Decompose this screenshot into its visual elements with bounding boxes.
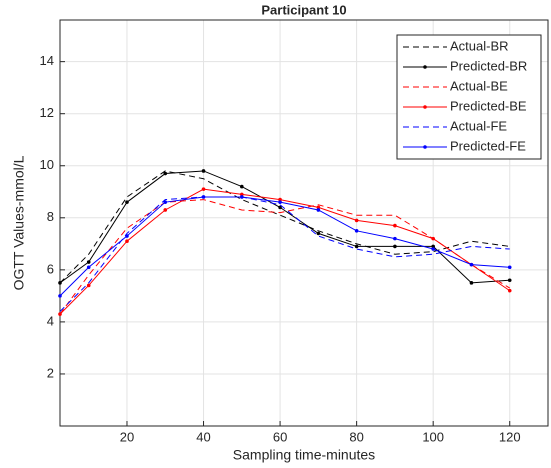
point (240, 195, 244, 199)
point (201, 169, 206, 173)
x-axis-label: Sampling time-minutes (233, 447, 375, 463)
point (58, 281, 62, 285)
plot-frame (59, 19, 549, 427)
point (163, 208, 168, 212)
y-tick-label: 6 (47, 261, 54, 276)
y-tick-label: 8 (47, 209, 54, 224)
point (507, 288, 512, 293)
legend-marker (423, 145, 427, 149)
legend-label: Actual-BR (450, 38, 509, 53)
legend-marker (423, 105, 427, 109)
x-tick-label: 80 (349, 429, 363, 444)
point (86, 265, 91, 270)
point (163, 200, 168, 204)
point (278, 197, 282, 202)
point (201, 187, 206, 191)
legend-label: Predicted-BR (450, 58, 527, 73)
point (431, 247, 435, 251)
y-tick-label: 14 (40, 53, 54, 68)
point (469, 262, 474, 267)
point (58, 312, 62, 316)
point (125, 200, 129, 204)
legend-label: Actual-BE (450, 78, 508, 93)
y-tick-label: 4 (47, 313, 54, 328)
legend-box (396, 34, 542, 160)
point (240, 184, 244, 189)
point (240, 192, 244, 197)
x-tick-label: 20 (120, 429, 134, 444)
point (507, 265, 512, 270)
x-tick-label: 100 (422, 429, 444, 444)
point (316, 205, 321, 210)
point (507, 278, 512, 283)
x-tick-label: 120 (499, 429, 521, 444)
x-tick-label: 60 (273, 429, 287, 444)
legend-label: Predicted-BE (450, 98, 527, 113)
legend-label: Actual-FE (450, 118, 507, 133)
point (316, 208, 321, 212)
y-tick-label: 2 (47, 365, 54, 380)
point (58, 294, 62, 298)
point (163, 171, 168, 176)
point (431, 236, 435, 241)
series-line (59, 196, 510, 312)
x-tick-label: 40 (196, 429, 210, 444)
legend-marker (423, 65, 427, 69)
point (393, 236, 397, 241)
y-tick-label: 12 (40, 105, 54, 120)
point (354, 229, 359, 233)
point (278, 205, 282, 210)
point (431, 244, 435, 249)
point (125, 239, 129, 244)
y-tick-label: 10 (40, 157, 54, 172)
point (201, 195, 206, 199)
legend-label: Predicted-FE (450, 138, 526, 153)
chart-title: Participant 10 (261, 2, 346, 17)
point (86, 260, 91, 264)
point (393, 223, 397, 228)
point (278, 200, 282, 204)
point (354, 244, 359, 249)
point (86, 283, 91, 288)
point (393, 244, 397, 249)
point (469, 281, 474, 285)
y-axis-label: OGTT Values-mmol/L (11, 155, 27, 290)
point (125, 234, 129, 238)
point (354, 218, 359, 223)
point (316, 231, 321, 236)
